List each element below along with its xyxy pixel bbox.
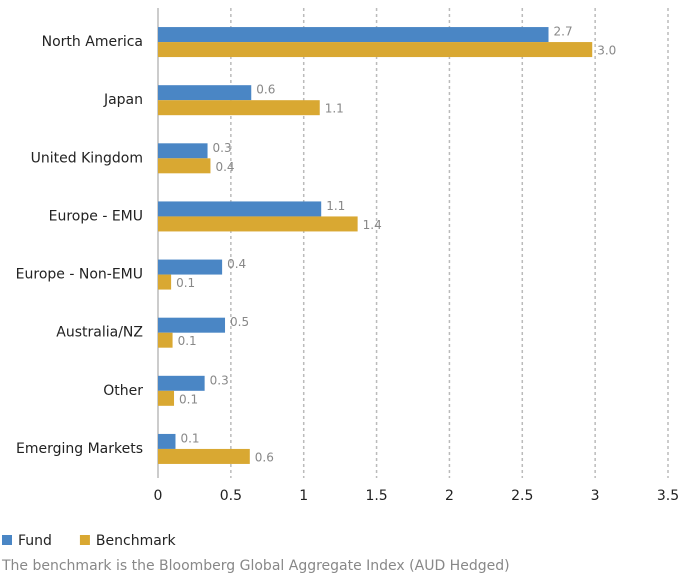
- bar: [158, 274, 172, 290]
- x-tick-label: 1.5: [365, 488, 387, 504]
- bar: [158, 100, 320, 116]
- value-label: 0.6: [256, 83, 275, 97]
- bar: [158, 85, 252, 101]
- x-tick-label: 3: [591, 488, 600, 504]
- bar: [158, 375, 205, 391]
- value-label: 0.6: [255, 450, 274, 464]
- y-tick-label: Emerging Markets: [16, 441, 143, 457]
- bar: [158, 332, 173, 348]
- bar: [158, 158, 211, 174]
- value-label: 0.3: [213, 141, 232, 155]
- x-tick-label: 1: [299, 488, 308, 504]
- value-label: 0.4: [227, 257, 246, 271]
- value-label: 0.5: [230, 315, 249, 329]
- bar: [158, 27, 549, 43]
- footnote: The benchmark is the Bloomberg Global Ag…: [1, 558, 510, 574]
- value-label: 0.4: [215, 160, 234, 174]
- x-tick-label: 0: [154, 488, 163, 504]
- legend-label: Fund: [18, 533, 52, 549]
- bar: [158, 201, 322, 217]
- bar: [158, 317, 226, 333]
- value-label: 3.0: [597, 44, 616, 58]
- bar: [158, 390, 175, 406]
- value-label: 0.1: [176, 276, 195, 290]
- x-tick-label: 3.5: [657, 488, 679, 504]
- y-tick-label: Australia/NZ: [56, 325, 143, 341]
- y-tick-label: Other: [103, 383, 143, 399]
- legend-label: Benchmark: [96, 533, 177, 549]
- value-label: 0.1: [178, 334, 197, 348]
- value-label: 2.7: [554, 25, 573, 39]
- value-label: 1.1: [325, 102, 344, 116]
- value-label: 1.1: [326, 199, 345, 213]
- x-tick-label: 0.5: [220, 488, 242, 504]
- bar: [158, 143, 208, 159]
- x-tick-label: 2: [445, 488, 454, 504]
- bar: [158, 448, 250, 464]
- y-tick-label: North America: [42, 34, 143, 50]
- bar: [158, 42, 593, 58]
- legend-swatch: [2, 535, 12, 545]
- value-label: 1.4: [363, 218, 382, 232]
- legend-swatch: [79, 535, 90, 545]
- bar: [158, 259, 223, 275]
- y-tick-label: United Kingdom: [31, 150, 143, 166]
- y-tick-label: Europe - Non-EMU: [16, 267, 143, 283]
- value-label: 0.1: [179, 392, 198, 406]
- value-label: 0.1: [180, 431, 199, 445]
- bar: [158, 433, 176, 449]
- y-tick-label: Europe - EMU: [49, 208, 143, 224]
- x-tick-label: 2.5: [511, 488, 533, 504]
- bar: [158, 216, 358, 232]
- y-tick-label: Japan: [103, 92, 143, 108]
- value-label: 0.3: [210, 373, 229, 387]
